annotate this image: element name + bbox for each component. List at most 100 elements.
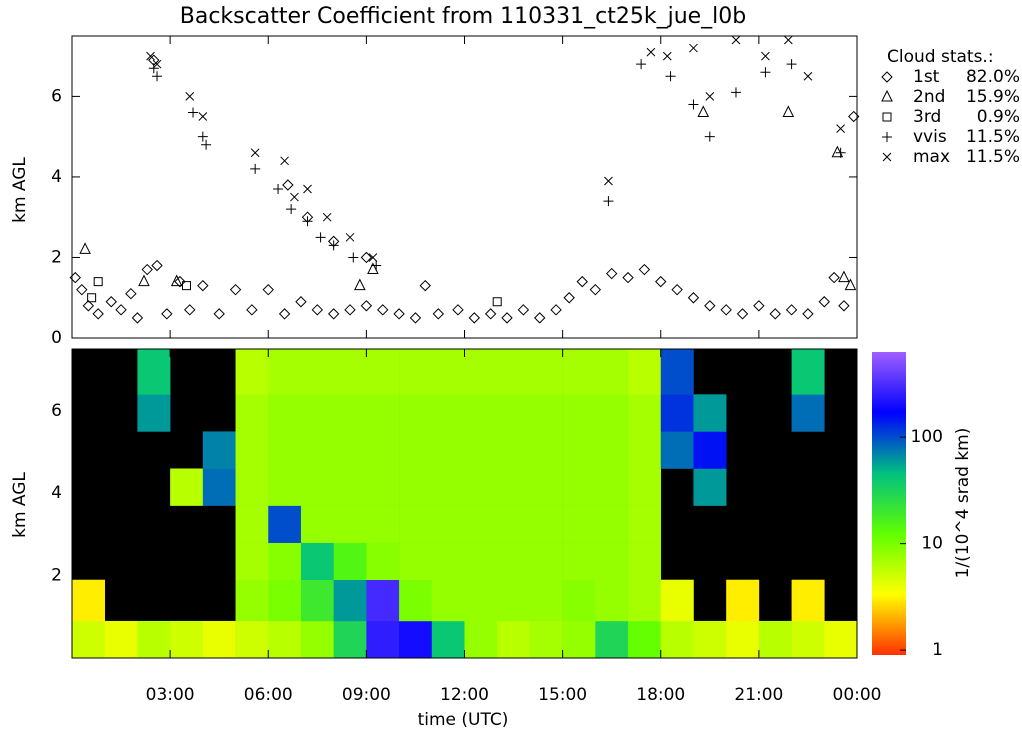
legend-value: 82.0% bbox=[966, 67, 1020, 87]
heatmap-cell bbox=[366, 431, 400, 469]
x-tick-label: 00:00 bbox=[833, 685, 882, 705]
y-axis-label: km AGL bbox=[10, 157, 30, 223]
heatmap-cell bbox=[333, 620, 367, 659]
y-tick-label: 4 bbox=[51, 483, 62, 503]
data-point bbox=[697, 105, 710, 118]
heatmap-cell bbox=[333, 542, 367, 581]
y-axis-label: km AGL bbox=[10, 472, 30, 538]
heatmap-cell bbox=[562, 620, 596, 659]
data-point bbox=[604, 176, 613, 186]
x-tick-label: 18:00 bbox=[636, 685, 685, 705]
x-tick-label: 15:00 bbox=[538, 685, 587, 705]
data-point bbox=[290, 192, 299, 202]
data-point bbox=[282, 179, 294, 191]
data-point bbox=[213, 308, 225, 320]
data-point bbox=[198, 112, 208, 121]
legend-value: 15.9% bbox=[966, 87, 1020, 107]
data-point bbox=[303, 184, 312, 194]
data-point bbox=[492, 297, 502, 307]
data-point bbox=[646, 47, 656, 57]
heatmap-cell bbox=[235, 349, 269, 395]
data-point bbox=[188, 107, 199, 118]
data-point bbox=[705, 92, 715, 101]
heatmap-cell bbox=[595, 394, 629, 432]
data-point bbox=[786, 59, 797, 70]
data-point bbox=[286, 204, 297, 215]
data-point bbox=[229, 283, 242, 296]
y-tick-label: 6 bbox=[51, 401, 62, 421]
data-point bbox=[138, 274, 150, 287]
data-point bbox=[146, 51, 155, 61]
data-point bbox=[720, 304, 732, 316]
heatmap-cell bbox=[562, 579, 596, 622]
colorbar-tick-label: 1 bbox=[932, 640, 943, 660]
heatmap-cell bbox=[202, 431, 236, 469]
heatmap-cell bbox=[399, 431, 433, 469]
data-point bbox=[835, 147, 846, 158]
data-point bbox=[831, 145, 844, 158]
heatmap-cell bbox=[300, 349, 334, 395]
data-point bbox=[828, 271, 840, 284]
data-point bbox=[82, 300, 95, 312]
heatmap-cell bbox=[628, 542, 662, 581]
heatmap-cell bbox=[529, 505, 563, 543]
heatmap-cell bbox=[595, 349, 629, 395]
x-tick-label: 09:00 bbox=[342, 685, 391, 705]
data-point bbox=[302, 216, 313, 227]
heatmap-cell bbox=[464, 431, 498, 469]
heatmap-cell bbox=[333, 505, 367, 543]
data-point bbox=[671, 283, 683, 296]
data-point bbox=[152, 59, 162, 69]
legend-symbol bbox=[881, 71, 893, 83]
heatmap-cell bbox=[399, 579, 433, 622]
heatmap-cell bbox=[628, 349, 662, 395]
data-point bbox=[432, 308, 445, 320]
data-point bbox=[273, 184, 284, 195]
data-point bbox=[563, 292, 575, 304]
data-point bbox=[328, 240, 339, 251]
heatmap-cell bbox=[595, 620, 629, 659]
heatmap-cell bbox=[333, 349, 367, 395]
heatmap-cell bbox=[693, 620, 727, 659]
heatmap-cell bbox=[366, 468, 400, 506]
heatmap-cell bbox=[72, 579, 106, 622]
heatmap-cell bbox=[399, 542, 433, 581]
data-point bbox=[184, 304, 196, 316]
heatmap-cell bbox=[137, 620, 171, 659]
heatmap-cell bbox=[235, 505, 269, 543]
heatmap-cell bbox=[758, 620, 792, 659]
heatmap-cell bbox=[300, 505, 334, 543]
heatmap-cell bbox=[497, 394, 531, 432]
heatmap-cell bbox=[235, 468, 269, 506]
heatmap-cell bbox=[660, 620, 694, 659]
heatmap-cell bbox=[529, 542, 563, 581]
data-point bbox=[782, 105, 795, 118]
heatmap-cell bbox=[464, 349, 498, 395]
heatmap-cell bbox=[268, 542, 302, 581]
data-point bbox=[785, 304, 798, 316]
data-point bbox=[731, 35, 741, 45]
data-point bbox=[354, 278, 366, 291]
data-point bbox=[360, 251, 373, 264]
heatmap-cell bbox=[268, 394, 302, 432]
data-point bbox=[844, 278, 857, 291]
legend-label: max bbox=[913, 147, 950, 167]
heatmap-cell bbox=[366, 349, 400, 395]
colorbar-tick-label: 10 bbox=[921, 534, 943, 554]
heatmap-cell bbox=[431, 505, 465, 543]
legend-label: 2nd bbox=[913, 87, 945, 107]
data-point bbox=[367, 262, 379, 275]
y-tick-label: 2 bbox=[51, 247, 62, 267]
heatmap-cell bbox=[268, 468, 302, 506]
data-point bbox=[377, 304, 389, 316]
data-point bbox=[181, 281, 191, 291]
legend-symbol bbox=[882, 112, 892, 122]
colorbar bbox=[872, 352, 906, 655]
heatmap-cell bbox=[399, 620, 433, 659]
legend-label: vvis bbox=[913, 127, 947, 147]
data-point bbox=[87, 293, 97, 303]
legend-label: 1st bbox=[913, 67, 940, 87]
data-point bbox=[151, 259, 163, 272]
heatmap-cell bbox=[464, 579, 498, 622]
heatmap-cell bbox=[562, 505, 596, 543]
